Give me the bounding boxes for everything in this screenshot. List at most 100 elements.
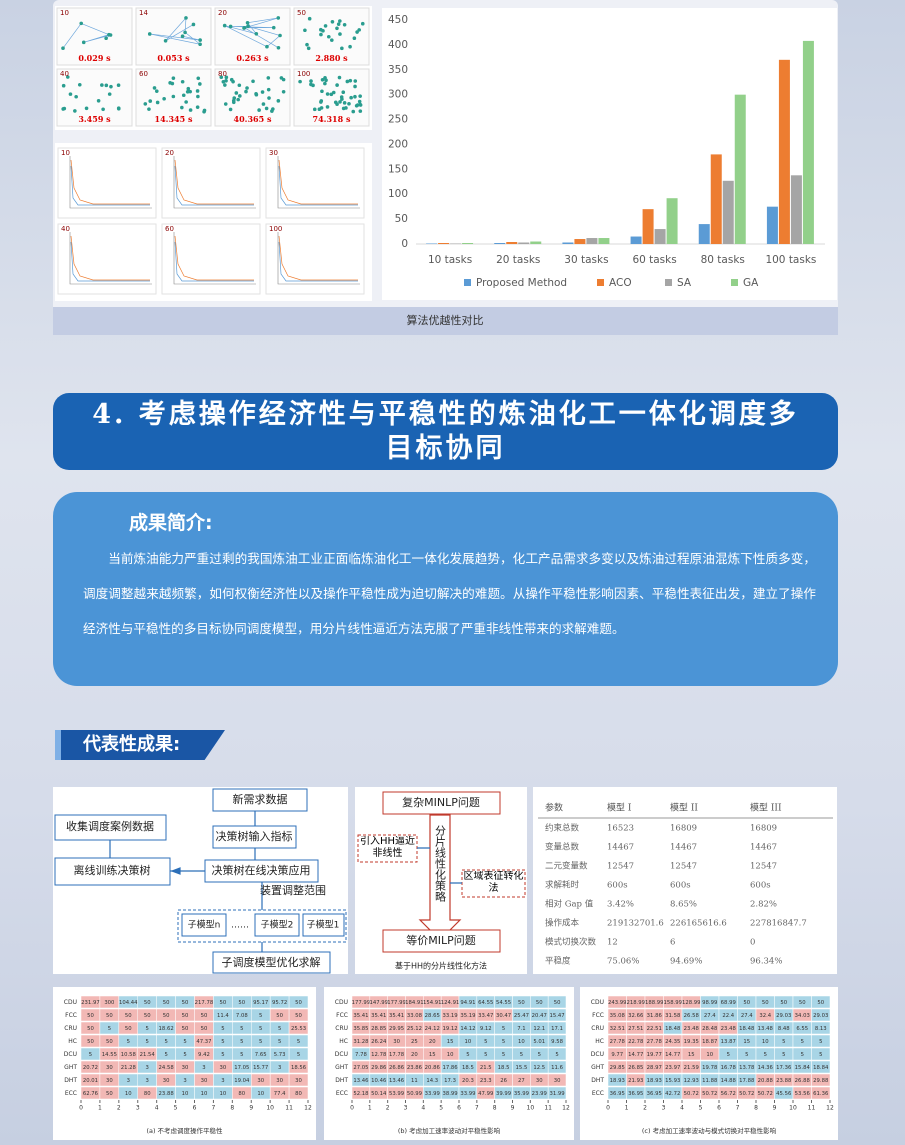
cell-value: 36.95 bbox=[647, 1091, 662, 1097]
cell-value: 94.91 bbox=[460, 1000, 475, 1006]
bar bbox=[802, 40, 814, 245]
legend-swatch bbox=[665, 279, 672, 286]
cell-value: 5 bbox=[745, 1052, 748, 1058]
cell-value: 30 bbox=[201, 1078, 208, 1084]
x-tick-label: 5 bbox=[174, 1105, 178, 1112]
x-tick-label: 11 bbox=[544, 1105, 552, 1112]
cell-value: 25.53 bbox=[291, 1026, 306, 1032]
cell-value: 26 bbox=[500, 1078, 507, 1084]
table-header: 模型 II bbox=[670, 803, 698, 814]
cell-value: 11.4 bbox=[217, 1013, 229, 1019]
y-tick-label: 300 bbox=[388, 89, 408, 101]
cell-value: 23.86 bbox=[407, 1065, 423, 1071]
node bbox=[319, 32, 323, 37]
cell-value: 18.56 bbox=[291, 1065, 307, 1071]
node bbox=[305, 42, 309, 47]
cell-value: 18.62 bbox=[159, 1026, 174, 1032]
cell-value: 33.19 bbox=[442, 1013, 457, 1019]
cell-value: 27.51 bbox=[628, 1026, 643, 1032]
node bbox=[68, 92, 73, 96]
row-label: CRU bbox=[591, 1025, 604, 1032]
heat-cell bbox=[547, 1060, 567, 1074]
node bbox=[323, 81, 327, 86]
cell-value: 177.99 bbox=[387, 1000, 406, 1006]
cell-value: 31.28 bbox=[353, 1039, 369, 1045]
node bbox=[341, 90, 346, 94]
node bbox=[246, 24, 250, 29]
row-label: DHT bbox=[64, 1077, 77, 1084]
node bbox=[223, 83, 227, 87]
cell-value: 15.47 bbox=[549, 1013, 564, 1019]
node bbox=[242, 26, 246, 30]
heat-cell bbox=[547, 1008, 567, 1022]
heat-cell bbox=[288, 1073, 309, 1087]
cell-value: 33.47 bbox=[478, 1013, 493, 1019]
bar bbox=[494, 243, 506, 244]
node bbox=[348, 78, 353, 83]
cell-value: 19.78 bbox=[702, 1065, 718, 1071]
cell-value: 12.93 bbox=[684, 1078, 699, 1084]
node bbox=[228, 24, 233, 29]
heat-cell bbox=[288, 1034, 309, 1048]
cell-value: 45.56 bbox=[776, 1091, 792, 1097]
node bbox=[84, 106, 89, 111]
cell-value: 18.5 bbox=[498, 1065, 510, 1071]
node bbox=[329, 92, 334, 97]
x-tick-label: 10 bbox=[266, 1105, 274, 1112]
cell-value: 50.99 bbox=[407, 1091, 422, 1097]
node bbox=[340, 97, 344, 101]
node bbox=[309, 82, 313, 87]
section-title: 4. 考虑操作经济性与平稳性的炼油化工一体化调度多 bbox=[92, 399, 799, 430]
table-cell: 227816847.7 bbox=[750, 919, 807, 929]
cell-value: 14.55 bbox=[102, 1052, 117, 1058]
cell-value: 52.18 bbox=[353, 1091, 369, 1097]
bar bbox=[654, 229, 666, 244]
flow-text: 子模型1 bbox=[307, 920, 340, 931]
cell-value: 5 bbox=[240, 1026, 243, 1032]
cell-value: 22.4 bbox=[722, 1013, 734, 1019]
cell-value: 5 bbox=[221, 1026, 224, 1032]
node bbox=[330, 19, 335, 24]
hh-text: 等价MILP问题 bbox=[406, 933, 476, 947]
x-tick-label: 8 bbox=[754, 1105, 758, 1112]
node bbox=[319, 100, 323, 104]
node bbox=[276, 99, 281, 103]
bar bbox=[778, 59, 790, 245]
legend-label: ACO bbox=[609, 277, 632, 289]
x-tick-label: 9 bbox=[249, 1105, 253, 1112]
intro-box: 成果简介: 当前炼油能力严重过剩的我国炼油工业正面临炼油化工一体化发展趋势，化工… bbox=[53, 492, 838, 686]
node bbox=[185, 89, 190, 94]
node bbox=[331, 90, 336, 95]
cell-value: 25.47 bbox=[514, 1013, 529, 1019]
cell-value: 17.78 bbox=[389, 1052, 405, 1058]
y-tick-label: 350 bbox=[388, 64, 408, 76]
node bbox=[306, 46, 311, 51]
y-tick-label: 0 bbox=[401, 238, 408, 250]
cell-value: 5 bbox=[484, 1039, 487, 1045]
node bbox=[237, 83, 242, 88]
cell-value: 10 bbox=[762, 1039, 769, 1045]
x-tick-label: 7 bbox=[212, 1105, 216, 1112]
x-tick-label: 0 bbox=[606, 1105, 610, 1112]
table-cell: 600s bbox=[607, 881, 628, 891]
cell-value: 36.95 bbox=[628, 1091, 643, 1097]
node bbox=[353, 84, 357, 89]
cell-value: 5 bbox=[240, 1052, 243, 1058]
x-tick-label: 20 tasks bbox=[496, 254, 540, 266]
x-tick-label: 9 bbox=[511, 1105, 515, 1112]
x-tick-label: 2 bbox=[117, 1105, 121, 1112]
cell-value: 33.99 bbox=[460, 1091, 475, 1097]
table-cell: 14467 bbox=[670, 843, 697, 853]
cell-value: 31.86 bbox=[647, 1013, 663, 1019]
node bbox=[245, 20, 250, 25]
row-label: FCC bbox=[336, 1012, 348, 1019]
flow-text: 子模型n bbox=[188, 920, 221, 931]
cell-value: 22.51 bbox=[647, 1026, 662, 1032]
cell-value: 68.99 bbox=[721, 1000, 736, 1006]
heatmap-caption: (a) 不考虑调度操作平稳性 bbox=[146, 1126, 223, 1135]
cell-value: 20.86 bbox=[425, 1065, 441, 1071]
cell-value: 3 bbox=[202, 1065, 205, 1071]
box bbox=[302, 913, 345, 937]
cell-value: 10 bbox=[518, 1039, 525, 1045]
